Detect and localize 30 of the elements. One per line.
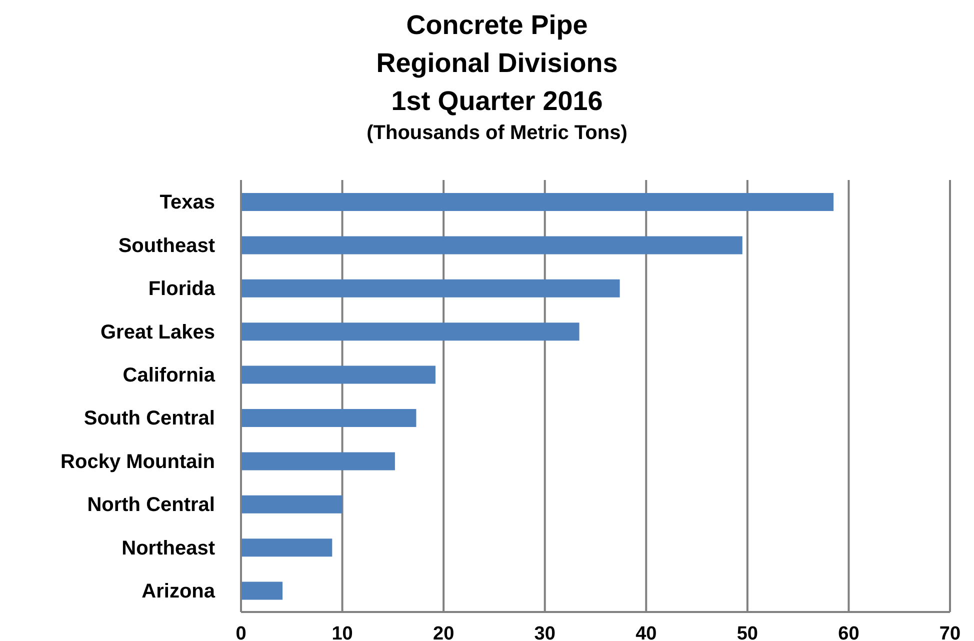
bar	[241, 452, 395, 470]
y-tick-label: California	[122, 364, 216, 386]
x-tick-label: 30	[534, 623, 556, 641]
x-tick-label: 70	[939, 623, 961, 641]
x-tick-label: 20	[433, 623, 454, 641]
y-tick-label: North Central	[87, 494, 215, 516]
bar	[241, 193, 834, 211]
y-tick-label: South Central	[84, 408, 215, 430]
bar	[241, 279, 620, 298]
chart-subtitle: (Thousands of Metric Tons)	[366, 121, 628, 146]
y-tick-label: Texas	[160, 192, 215, 214]
bar	[241, 409, 416, 427]
bar	[241, 582, 283, 600]
y-tick-label: Northeast	[122, 537, 216, 560]
y-tick-label: Southeast	[118, 234, 216, 257]
x-tick-label: 50	[736, 623, 758, 641]
bar	[241, 322, 580, 341]
bar	[241, 538, 332, 557]
bar	[241, 236, 742, 254]
y-tick-label: Rocky Mountain	[60, 450, 215, 473]
y-tick-label: Great Lakes	[100, 321, 215, 344]
y-tick-label: Arizona	[142, 580, 216, 602]
x-tick-label: 0	[236, 623, 246, 641]
x-tick-label: 60	[838, 623, 860, 641]
x-tick-label: 10	[332, 623, 353, 641]
bar	[241, 495, 342, 514]
y-tick-label: Florida	[148, 278, 216, 300]
chart-title: Concrete Pipe Regional Divisions 1st Quarter 2016	[375, 9, 619, 118]
bar	[241, 366, 436, 384]
x-tick-label: 40	[636, 623, 657, 641]
